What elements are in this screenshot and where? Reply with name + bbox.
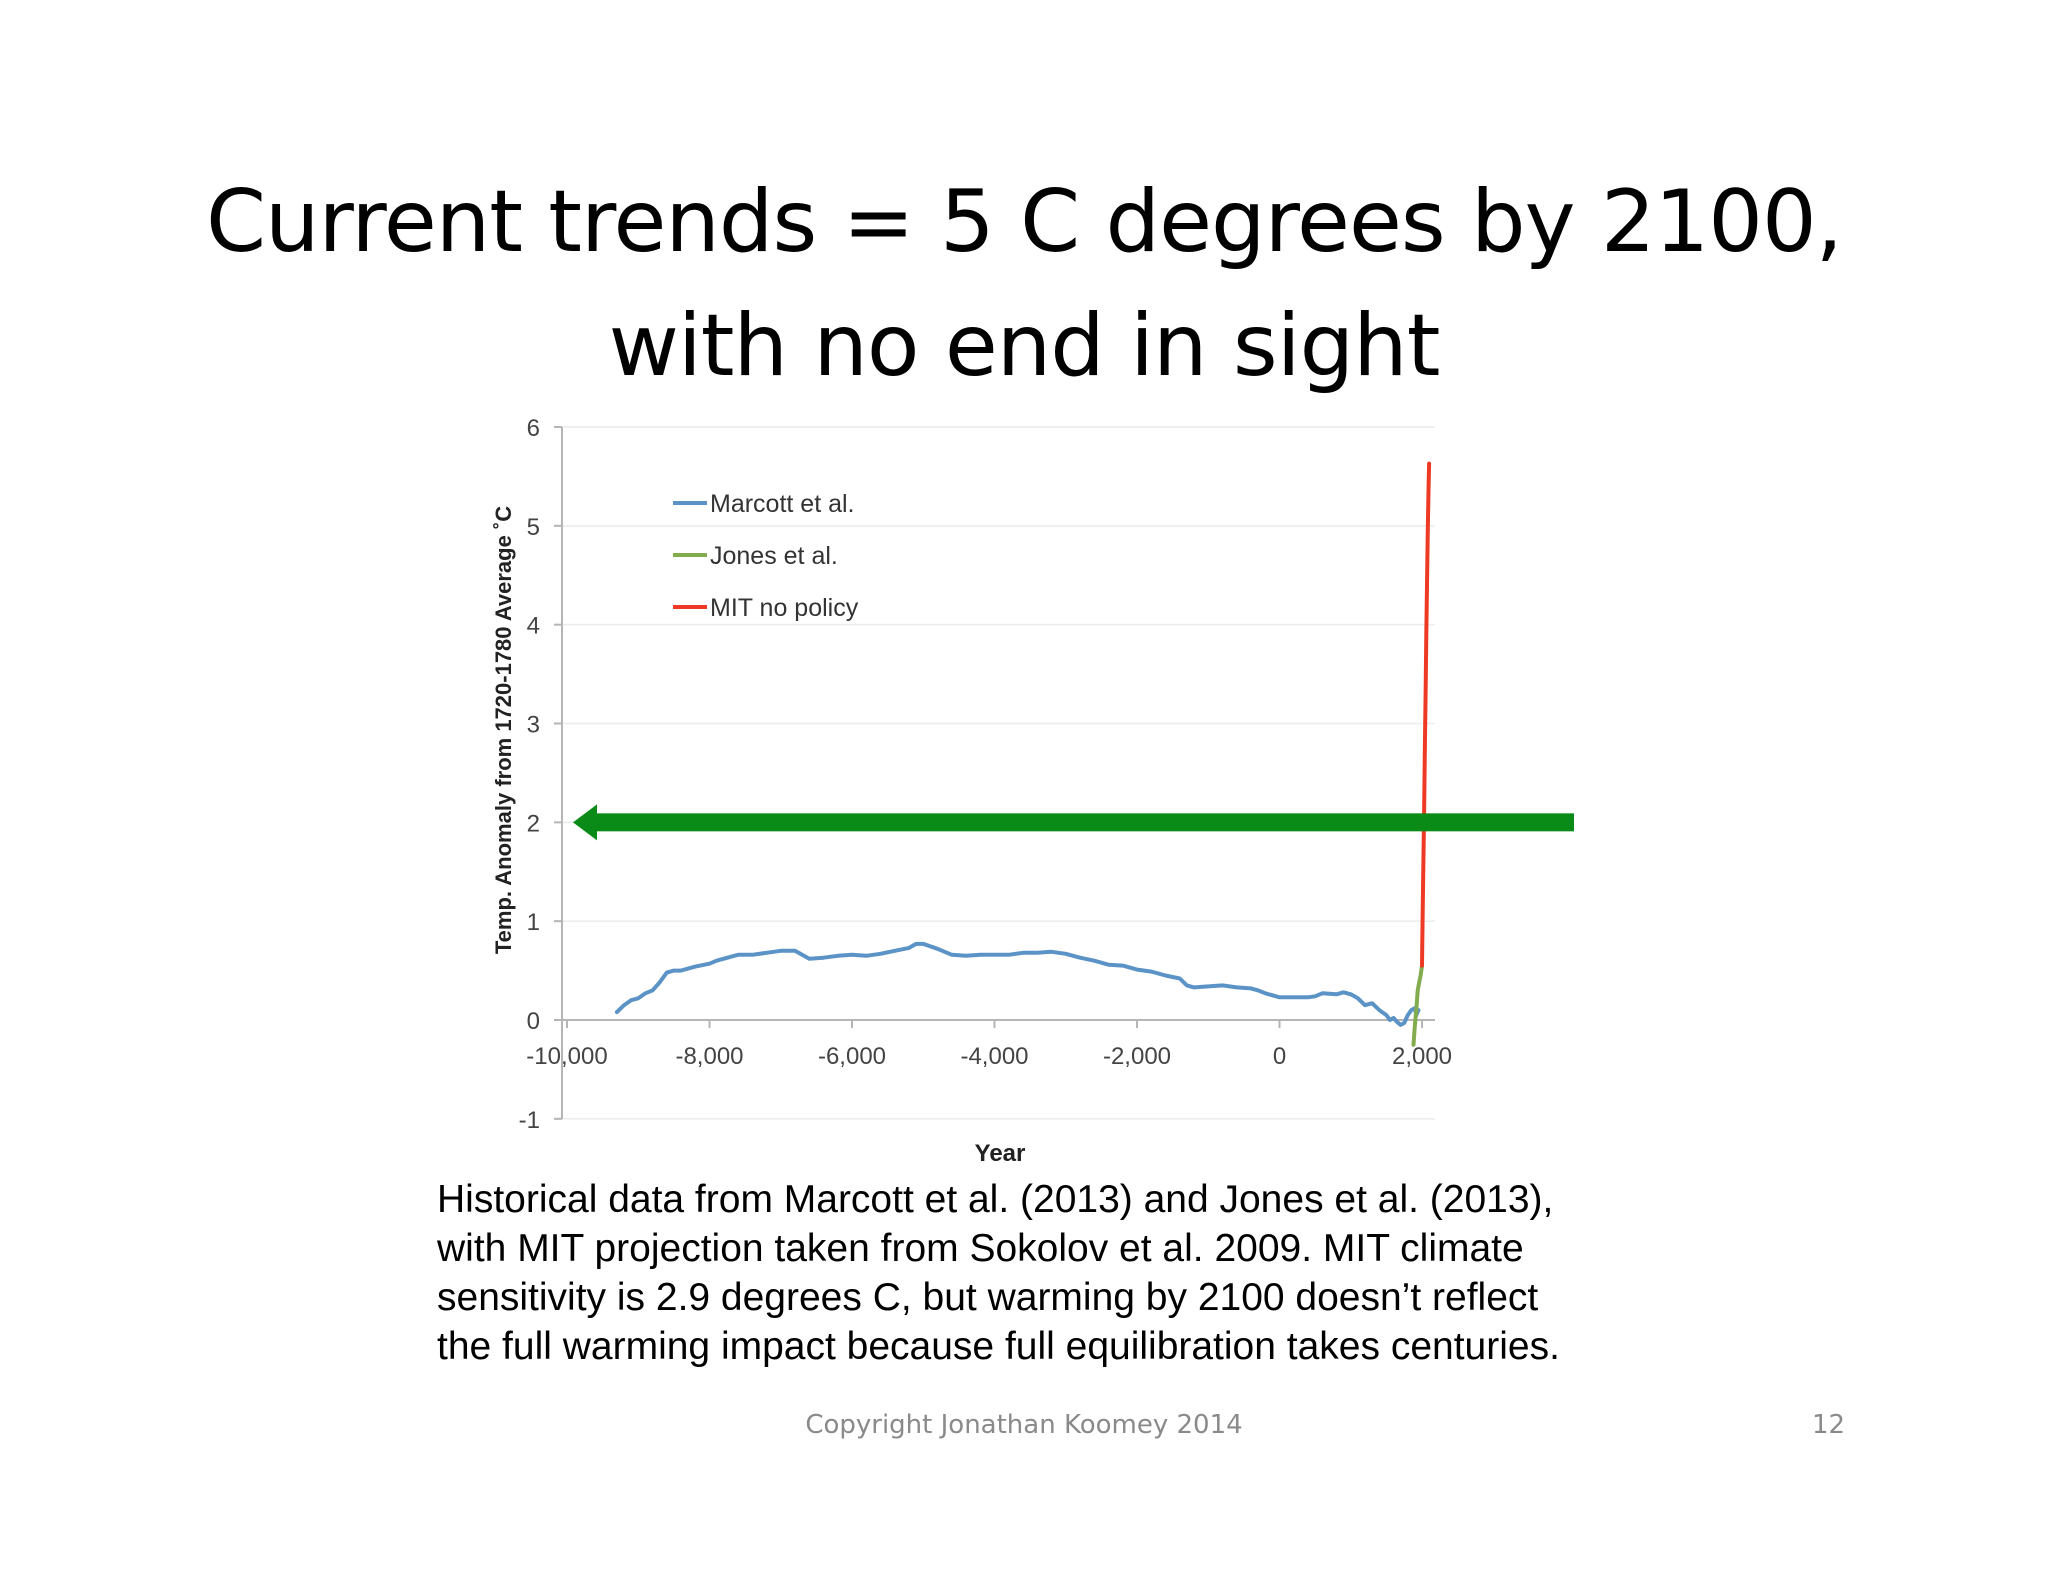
x-tick-label: -4,000 — [960, 1043, 1028, 1070]
y-tick-label: 1 — [527, 909, 540, 936]
x-axis-title: Year — [975, 1140, 1026, 1167]
slide-title-line-2: with no end in sight — [608, 296, 1441, 396]
caption-line-3: sensitivity is 2.9 degrees C, but warmin… — [437, 1276, 1539, 1319]
y-tick-label: 4 — [527, 613, 540, 640]
x-tick-label: -10,000 — [526, 1043, 607, 1070]
slide-title-line-1: Current trends = 5 C degrees by 2100, — [205, 172, 1843, 272]
legend-label: MIT no policy — [710, 594, 859, 622]
arrow-head — [573, 804, 597, 841]
x-tick-label: -8,000 — [675, 1043, 743, 1070]
slide-title: Current trends = 5 C degrees by 2100, wi… — [0, 160, 2048, 408]
caption-line-1: Historical data from Marcott et al. (201… — [437, 1178, 1554, 1221]
y-tick-label: 3 — [527, 712, 540, 739]
y-tick-label: 0 — [527, 1008, 540, 1035]
x-tick-label: -6,000 — [818, 1043, 886, 1070]
x-tick-label: 2,000 — [1392, 1043, 1452, 1070]
slide-number: 12 — [1812, 1410, 1846, 1440]
series-line-marcott-et-al- — [614, 941, 1421, 1027]
caption-line-4: the full warming impact because full equ… — [437, 1325, 1560, 1368]
chart-legend: Marcott et al. Jones et al. MIT no policy — [673, 490, 859, 622]
copyright-footer: Copyright Jonathan Koomey 2014 — [805, 1410, 1243, 1440]
y-tick-label: -1 — [519, 1107, 540, 1134]
chart-caption: Historical data from Marcott et al. (201… — [437, 1175, 1737, 1371]
arrow-shaft — [595, 813, 1574, 832]
x-tick-label: -2,000 — [1103, 1043, 1171, 1070]
chart-series — [614, 461, 1432, 1047]
chart-axis-labels: -1 0 1 2 3 4 5 6 -10,000 -8,000 -6,000 -4,000 -2,000… — [491, 415, 1452, 1167]
y-tick-label: 2 — [527, 810, 540, 837]
legend-label: Marcott et al. — [710, 490, 855, 518]
series-line-jones-et-al- — [1411, 963, 1424, 1047]
x-tick-label: 0 — [1273, 1043, 1286, 1070]
y-tick-label: 6 — [527, 415, 540, 442]
legend-label: Jones et al. — [710, 542, 838, 570]
y-tick-label: 5 — [527, 514, 540, 541]
chart-axes — [554, 426, 1435, 1120]
caption-line-2: with MIT projection taken from Sokolov e… — [437, 1227, 1524, 1270]
chart-annotation-arrow — [573, 804, 1574, 841]
chart-gridlines — [562, 426, 1435, 1120]
y-axis-title: Temp. Anomaly from 1720-1780 Average ˚C — [491, 506, 516, 954]
series-line-mit-no-policy — [1420, 461, 1432, 968]
